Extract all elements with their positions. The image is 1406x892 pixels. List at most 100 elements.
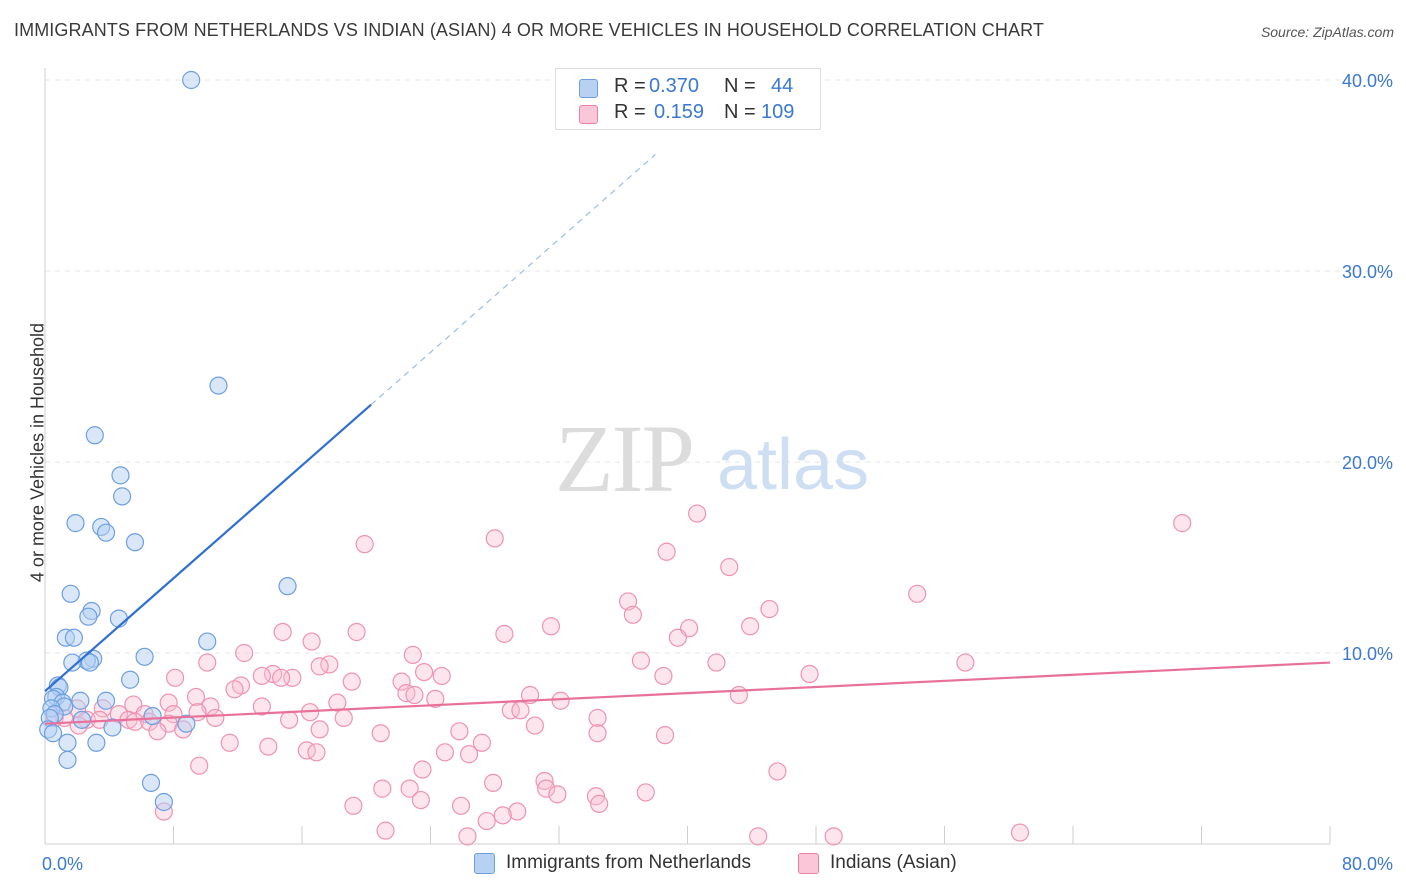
data-point xyxy=(511,701,530,720)
data-point xyxy=(392,672,411,691)
bottom-legend-swatch-netherlands xyxy=(474,853,495,874)
data-point xyxy=(186,687,206,707)
data-point xyxy=(344,796,363,815)
bottom-legend-label: Indians (Asian) xyxy=(830,852,957,873)
data-point xyxy=(209,376,228,395)
data-point xyxy=(272,668,291,687)
x-tick-label: 0.0% xyxy=(42,854,83,874)
data-point xyxy=(720,557,739,577)
data-point xyxy=(206,708,225,728)
data-point xyxy=(373,779,392,798)
trend-lines xyxy=(44,154,1331,725)
data-point xyxy=(618,592,638,611)
data-point xyxy=(405,685,424,705)
data-point xyxy=(495,624,514,644)
legend-swatch-indians xyxy=(579,105,598,124)
data-point xyxy=(493,806,512,825)
data-point xyxy=(182,70,201,90)
legend-n-value: 109 xyxy=(761,101,795,123)
data-point xyxy=(80,653,100,672)
data-point xyxy=(525,716,545,735)
data-point xyxy=(426,689,445,708)
data-point xyxy=(159,693,178,712)
data-point xyxy=(588,724,607,743)
data-point xyxy=(631,651,651,670)
data-point xyxy=(551,691,570,710)
data-point xyxy=(537,779,556,798)
series-immigrants-netherlands xyxy=(39,70,297,812)
data-point xyxy=(125,712,145,731)
y-tick-label: 10.0% xyxy=(1342,644,1393,664)
data-point xyxy=(96,691,116,710)
data-point xyxy=(307,743,326,762)
trend-line-netherlands xyxy=(44,403,372,693)
y-axis-label: 4 or more Vehicles in Household xyxy=(27,322,48,583)
data-point xyxy=(235,643,254,663)
data-point xyxy=(112,487,132,506)
legend-r-value: 0.159 xyxy=(654,101,705,123)
data-point xyxy=(64,628,84,647)
data-point xyxy=(280,710,299,729)
data-point xyxy=(87,733,106,752)
data-point xyxy=(198,632,217,651)
data-point xyxy=(414,662,434,682)
data-point xyxy=(177,714,196,733)
data-point xyxy=(121,670,140,689)
data-point xyxy=(548,785,567,804)
data-point xyxy=(508,802,527,821)
data-point xyxy=(451,796,471,815)
data-point xyxy=(741,617,760,636)
data-point xyxy=(103,718,122,737)
data-point xyxy=(58,733,77,752)
data-point xyxy=(141,773,161,792)
data-point xyxy=(768,762,787,781)
data-point xyxy=(403,645,422,665)
data-point xyxy=(252,697,271,716)
data-point xyxy=(259,737,278,756)
data-point xyxy=(43,724,63,743)
x-tick-label: 80.0% xyxy=(1342,854,1393,874)
data-point xyxy=(278,577,297,596)
data-point xyxy=(760,599,779,619)
data-point xyxy=(96,523,116,542)
data-point xyxy=(220,733,239,752)
data-point xyxy=(729,685,749,705)
data-point xyxy=(63,653,82,672)
data-point xyxy=(72,710,92,729)
data-point xyxy=(657,542,676,561)
data-point xyxy=(371,724,390,743)
bottom-legend-swatch-indians xyxy=(798,853,819,874)
legend-n-label: N = xyxy=(724,101,756,123)
gridlines xyxy=(45,79,1390,654)
series-indians-asian xyxy=(45,504,1192,846)
data-point xyxy=(66,514,85,533)
data-point xyxy=(472,733,491,752)
data-point xyxy=(800,664,819,684)
data-point xyxy=(125,533,145,552)
data-point xyxy=(310,657,329,676)
data-point xyxy=(636,783,655,802)
correlation-legend: R = 0.370 N = 44 R = 0.159 N = 109 xyxy=(555,68,821,130)
data-point xyxy=(668,628,687,647)
data-point xyxy=(58,750,77,770)
legend-n-value: 44 xyxy=(771,75,794,97)
data-point xyxy=(111,466,130,485)
trend-line-netherlands-extrapolated xyxy=(370,154,656,406)
data-point xyxy=(334,708,353,728)
data-point xyxy=(535,771,554,791)
y-tick-label: 30.0% xyxy=(1342,262,1393,282)
data-point xyxy=(85,426,104,445)
data-point xyxy=(688,504,707,523)
data-point xyxy=(273,622,292,642)
data-point xyxy=(458,827,477,846)
data-point xyxy=(477,811,496,831)
data-point xyxy=(154,792,173,812)
data-point xyxy=(432,666,451,686)
data-point xyxy=(749,827,768,846)
data-point xyxy=(302,632,321,651)
data-point xyxy=(328,693,347,712)
data-point xyxy=(413,760,432,779)
y-tick-label: 20.0% xyxy=(1342,453,1393,473)
source-label: Source: ZipAtlas.com xyxy=(1260,24,1394,40)
